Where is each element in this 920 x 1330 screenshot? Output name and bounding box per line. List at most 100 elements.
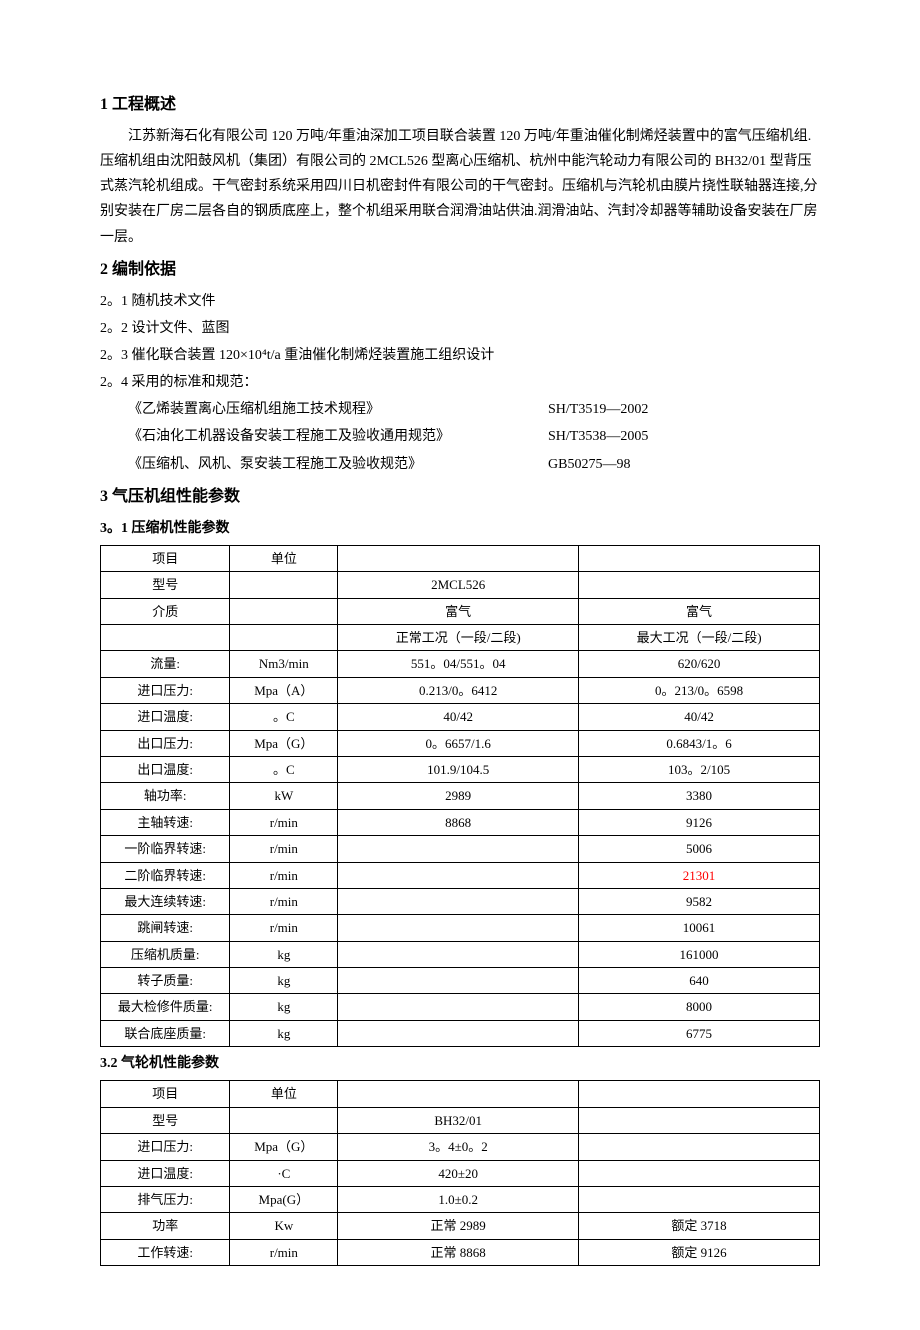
- table-cell: 轴功率:: [101, 783, 230, 809]
- table-cell: 。C: [230, 704, 338, 730]
- standard-row: 《乙烯装置离心压缩机组施工技术规程》 SH/T3519—2002: [100, 397, 820, 422]
- section32-title: 3.2 气轮机性能参数: [100, 1051, 820, 1076]
- table-row: 型号2MCL526: [101, 572, 820, 598]
- table-cell: ·C: [230, 1160, 338, 1186]
- table-cell: 8000: [579, 994, 820, 1020]
- table-cell: 额定 9126: [579, 1239, 820, 1265]
- table-row: 跳闸转速:r/min 10061: [101, 915, 820, 941]
- table-cell: 2989: [338, 783, 579, 809]
- table-row: 二阶临界转速:r/min21301: [101, 862, 820, 888]
- table-cell: 0。213/0。6598: [579, 677, 820, 703]
- table-cell: Kw: [230, 1213, 338, 1239]
- table-cell: 转子质量:: [101, 968, 230, 994]
- table-cell: 551。04/551。04: [338, 651, 579, 677]
- table-cell: [101, 625, 230, 651]
- table-cell: [579, 1187, 820, 1213]
- table-cell: 进口压力:: [101, 677, 230, 703]
- table-cell: 工作转速:: [101, 1239, 230, 1265]
- table-header: 项目: [101, 545, 230, 571]
- section2-item-1: 2。2 设计文件、蓝图: [100, 316, 820, 341]
- table-cell: 1.0±0.2: [338, 1187, 579, 1213]
- table-cell: 40/42: [579, 704, 820, 730]
- table-header: 项目: [101, 1081, 230, 1107]
- table-cell: 0.213/0。6412: [338, 677, 579, 703]
- table-cell: 最大检修件质量:: [101, 994, 230, 1020]
- table-cell: 。C: [230, 756, 338, 782]
- table-cell: [338, 862, 579, 888]
- standard-code: SH/T3519—2002: [548, 397, 820, 422]
- turbine-params-table: 项目 单位 型号BH32/01进口压力:Mpa（G）3。4±0。2进口温度:·C…: [100, 1080, 820, 1266]
- table-row: 出口压力:Mpa（G）0。6657/1.60.6843/1。6: [101, 730, 820, 756]
- table-cell: [230, 572, 338, 598]
- table-cell: 640: [579, 968, 820, 994]
- table-cell: 型号: [101, 1107, 230, 1133]
- table-header-row: 项目 单位: [101, 1081, 820, 1107]
- table-cell: 正常 2989: [338, 1213, 579, 1239]
- table-cell: 富气: [579, 598, 820, 624]
- table-row: 一阶临界转速:r/min5006: [101, 836, 820, 862]
- section2-item-0: 2。1 随机技术文件: [100, 289, 820, 314]
- table-cell: 8868: [338, 809, 579, 835]
- table-cell: kg: [230, 1020, 338, 1046]
- table-cell: 21301: [579, 862, 820, 888]
- table-cell: [579, 1134, 820, 1160]
- table-row: 进口温度:。C40/4240/42: [101, 704, 820, 730]
- table-cell: r/min: [230, 915, 338, 941]
- table-cell: 进口温度:: [101, 1160, 230, 1186]
- table-cell: 流量:: [101, 651, 230, 677]
- table-cell: 跳闸转速:: [101, 915, 230, 941]
- table-cell: 出口压力:: [101, 730, 230, 756]
- table-cell: 3。4±0。2: [338, 1134, 579, 1160]
- table-header: [338, 545, 579, 571]
- table-cell: Mpa(G）: [230, 1187, 338, 1213]
- table-header: [579, 545, 820, 571]
- table-cell: 10061: [579, 915, 820, 941]
- table-row: 介质 富气富气: [101, 598, 820, 624]
- table-cell: 进口温度:: [101, 704, 230, 730]
- table-row: 进口压力:Mpa（G）3。4±0。2: [101, 1134, 820, 1160]
- standard-row: 《压缩机、风机、泵安装工程施工及验收规范》 GB50275—98: [100, 452, 820, 477]
- table-row: 工作转速:r/min正常 8868额定 9126: [101, 1239, 820, 1265]
- table-header: 单位: [230, 545, 338, 571]
- table-cell: [338, 836, 579, 862]
- section2-title: 2 编制依据: [100, 256, 820, 285]
- table-row: 进口温度:·C420±20: [101, 1160, 820, 1186]
- table-cell: 主轴转速:: [101, 809, 230, 835]
- table-cell: 压缩机质量:: [101, 941, 230, 967]
- table-cell: [579, 572, 820, 598]
- table-cell: Mpa（G）: [230, 1134, 338, 1160]
- section1-body: 江苏新海石化有限公司 120 万吨/年重油深加工项目联合装置 120 万吨/年重…: [100, 124, 820, 250]
- table-cell: 6775: [579, 1020, 820, 1046]
- table-cell: 0。6657/1.6: [338, 730, 579, 756]
- table-cell: 介质: [101, 598, 230, 624]
- table-cell: 2MCL526: [338, 572, 579, 598]
- table-cell: 功率: [101, 1213, 230, 1239]
- table-cell: r/min: [230, 836, 338, 862]
- table-header: [338, 1081, 579, 1107]
- table-header-row: 项目 单位: [101, 545, 820, 571]
- table-cell: 420±20: [338, 1160, 579, 1186]
- table-cell: 富气: [338, 598, 579, 624]
- table-row: 转子质量:kg640: [101, 968, 820, 994]
- table-cell: [579, 1107, 820, 1133]
- table-cell: BH32/01: [338, 1107, 579, 1133]
- table-cell: kW: [230, 783, 338, 809]
- table-cell: 161000: [579, 941, 820, 967]
- section31-title: 3。1 压缩机性能参数: [100, 516, 820, 541]
- section2-item-3: 2。4 采用的标准和规范：: [100, 370, 820, 395]
- table-row: 排气压力:Mpa(G）1.0±0.2: [101, 1187, 820, 1213]
- table-row: 功率Kw正常 2989额定 3718: [101, 1213, 820, 1239]
- table-cell: 进口压力:: [101, 1134, 230, 1160]
- table-cell: 620/620: [579, 651, 820, 677]
- standard-code: GB50275—98: [548, 452, 820, 477]
- table-header: [579, 1081, 820, 1107]
- compressor-params-table: 项目 单位 型号2MCL526介质富气富气正常工况（一段/二段)最大工况（一段/…: [100, 545, 820, 1047]
- table-cell: r/min: [230, 888, 338, 914]
- table-cell: 最大连续转速:: [101, 888, 230, 914]
- table-row: 压缩机质量:kg161000: [101, 941, 820, 967]
- table-cell: 联合底座质量:: [101, 1020, 230, 1046]
- table-cell: r/min: [230, 1239, 338, 1265]
- table-cell: [338, 888, 579, 914]
- table-cell: [230, 625, 338, 651]
- table-cell: [230, 598, 338, 624]
